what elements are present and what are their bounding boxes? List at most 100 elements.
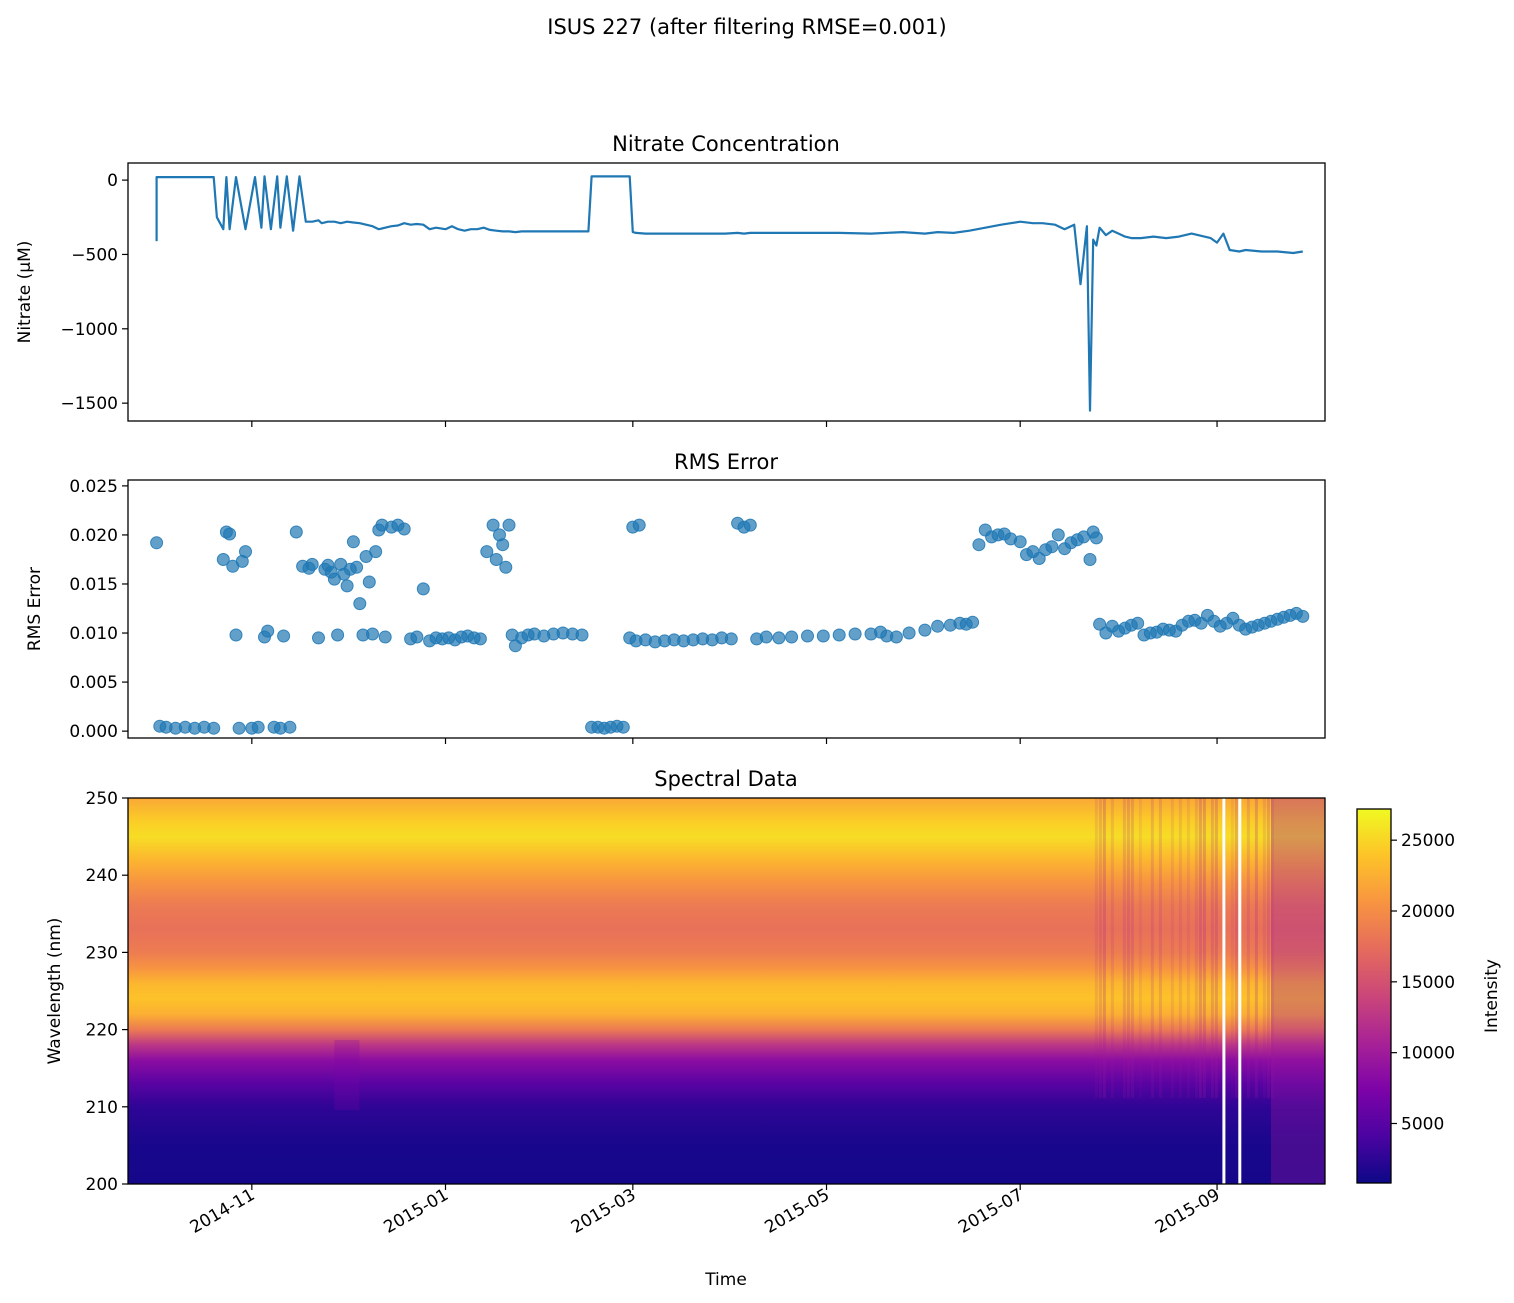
rms-point bbox=[312, 631, 325, 645]
rms-point bbox=[801, 629, 814, 643]
spectral-plot-frame bbox=[127, 797, 1326, 1185]
rms-point bbox=[918, 623, 932, 637]
y-tick-label: 230 bbox=[86, 943, 118, 963]
y-tick-label: −1000 bbox=[60, 320, 118, 340]
rms-point bbox=[362, 575, 376, 589]
y-tick-label: 0.005 bbox=[69, 673, 118, 693]
rms-point bbox=[931, 619, 945, 633]
rms-point bbox=[1131, 616, 1145, 630]
colorbar-ticks: 5000 10000 15000 20000 25000 bbox=[1391, 831, 1455, 1135]
colorbar-tick-label: 15000 bbox=[1401, 973, 1455, 993]
colorbar-tick-label: 25000 bbox=[1401, 831, 1455, 851]
heatmap-gap bbox=[1222, 798, 1226, 1184]
spectral-heatmap-variation bbox=[334, 798, 1325, 1184]
rms-point bbox=[632, 518, 646, 532]
rms-point bbox=[1296, 609, 1310, 623]
rms-point bbox=[772, 631, 786, 645]
rms-point bbox=[1083, 553, 1097, 566]
rms-point bbox=[366, 627, 379, 641]
heatmap-gap bbox=[1238, 798, 1242, 1184]
nitrate-series-line bbox=[155, 175, 1303, 412]
y-tick-label: −1500 bbox=[60, 394, 118, 414]
rms-point bbox=[353, 597, 367, 611]
nitrate-x-axis bbox=[251, 421, 1218, 427]
y-tick-label: 210 bbox=[86, 1098, 118, 1118]
rms-point bbox=[1089, 531, 1103, 545]
y-tick-label: 220 bbox=[86, 1021, 118, 1041]
rms-point bbox=[397, 522, 411, 536]
rms-point bbox=[1093, 617, 1107, 631]
x-tick-label: 2015-05 bbox=[761, 1185, 833, 1238]
y-tick-label: 0.015 bbox=[69, 575, 118, 595]
colorbar-tick-label: 20000 bbox=[1401, 902, 1455, 922]
rms-point bbox=[759, 630, 773, 644]
rms-point bbox=[966, 615, 980, 629]
x-tick-label: 2015-01 bbox=[380, 1185, 452, 1238]
colorbar-tick-label: 5000 bbox=[1401, 1115, 1444, 1135]
rms-point bbox=[832, 628, 846, 642]
rms-point bbox=[207, 721, 221, 735]
rms-point bbox=[848, 627, 862, 641]
rms-point bbox=[369, 545, 383, 559]
rms-scatter-points bbox=[150, 516, 1310, 735]
rms-point bbox=[410, 630, 424, 644]
rms-point bbox=[223, 527, 237, 541]
spectral-y-label: Wavelength (nm) bbox=[45, 918, 65, 1065]
rms-point bbox=[816, 629, 830, 643]
rms-point bbox=[502, 518, 516, 532]
rms-point bbox=[416, 582, 430, 596]
rms-y-label: RMS Error bbox=[25, 567, 45, 651]
spectral-panel: Spectral Data 200 210 220 230 240 250 2014-11… bbox=[45, 767, 1326, 1290]
y-tick-label: 0.020 bbox=[69, 526, 118, 546]
y-tick-label: 200 bbox=[86, 1175, 118, 1195]
spectral-title: Spectral Data bbox=[654, 767, 798, 791]
rms-point bbox=[261, 624, 275, 638]
rms-plot-frame bbox=[127, 479, 1326, 739]
y-tick-label: 0.010 bbox=[69, 624, 118, 644]
spectral-heatmap bbox=[128, 798, 1325, 1184]
rms-point bbox=[229, 628, 243, 642]
rms-point bbox=[889, 630, 903, 644]
rms-point bbox=[724, 632, 738, 646]
rms-point bbox=[575, 628, 589, 642]
x-tick-label: 2015-03 bbox=[568, 1185, 640, 1238]
colorbar-gradient bbox=[1356, 808, 1392, 1184]
rms-point bbox=[150, 536, 164, 550]
y-tick-label: 0 bbox=[107, 171, 118, 191]
y-tick-label: 250 bbox=[86, 789, 118, 809]
rms-point bbox=[486, 518, 500, 532]
rms-point bbox=[277, 629, 291, 643]
x-tick-label: 2015-07 bbox=[955, 1185, 1027, 1238]
rms-panel: RMS Error 0.000 0.005 0.010 0.015 0.020 0.025… bbox=[25, 450, 1326, 744]
x-tick-label: 2014-11 bbox=[187, 1185, 259, 1238]
y-tick-label: 0.025 bbox=[69, 477, 118, 497]
colorbar-label: Intensity bbox=[1482, 959, 1502, 1033]
spectral-x-axis: 2014-11 2015-01 2015-03 2015-05 2015-07 2015-… bbox=[187, 1184, 1224, 1238]
rms-point bbox=[902, 626, 916, 640]
rms-point bbox=[496, 538, 510, 552]
rms-point bbox=[305, 557, 319, 571]
rms-point bbox=[473, 632, 487, 646]
rms-point bbox=[616, 720, 630, 734]
rms-point bbox=[785, 630, 799, 644]
rms-point bbox=[346, 535, 360, 549]
nitrate-title: Nitrate Concentration bbox=[612, 132, 840, 156]
nitrate-y-axis: 0 −500 −1000 −1500 bbox=[60, 171, 128, 414]
y-tick-label: 0.000 bbox=[69, 722, 118, 742]
rms-point bbox=[499, 560, 513, 574]
rms-point bbox=[1013, 535, 1027, 549]
nitrate-panel: Nitrate Concentration 0 −500 −1000 −1500 Ni… bbox=[15, 132, 1326, 427]
rms-point bbox=[289, 525, 303, 539]
x-tick-label: 2015-09 bbox=[1152, 1185, 1224, 1238]
rms-point bbox=[378, 630, 392, 644]
rms-point bbox=[232, 721, 246, 735]
y-tick-label: −500 bbox=[71, 245, 118, 265]
colorbar: 5000 10000 15000 20000 25000 Intensity bbox=[1356, 808, 1502, 1184]
rms-point bbox=[340, 579, 354, 593]
rms-point bbox=[972, 538, 986, 552]
rms-point bbox=[251, 720, 265, 734]
rms-point bbox=[1051, 528, 1065, 542]
rms-point bbox=[216, 553, 230, 566]
rms-point bbox=[1045, 540, 1059, 554]
